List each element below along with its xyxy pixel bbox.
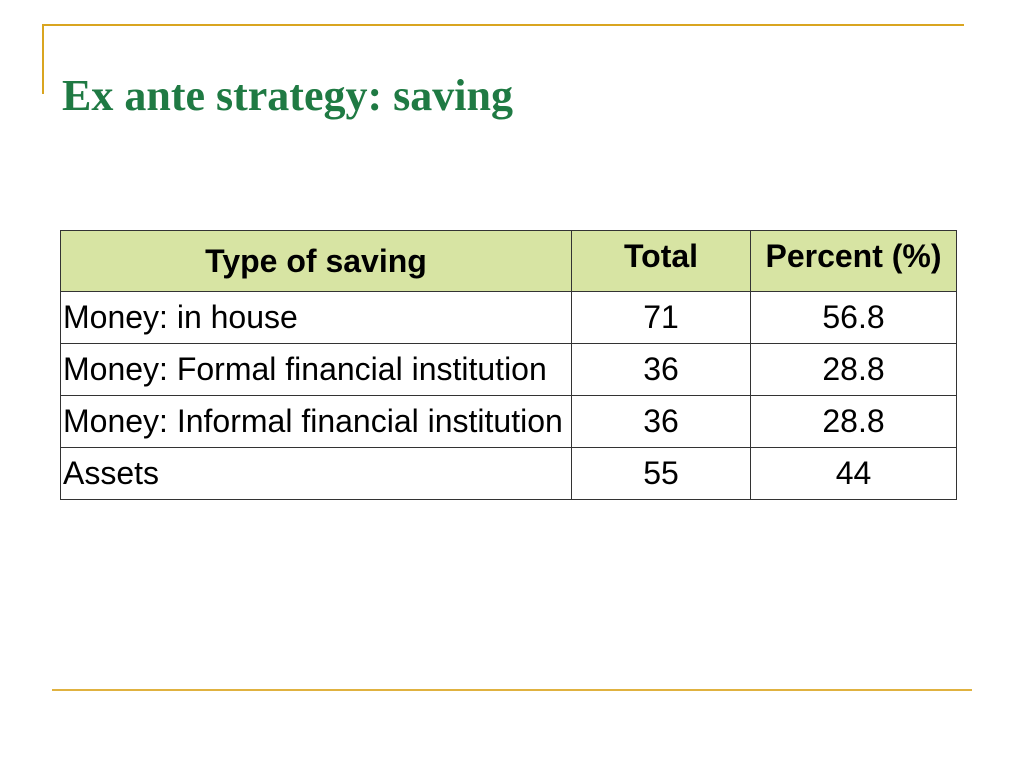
left-rule bbox=[42, 24, 44, 94]
table-row: Money: Formal financial institution 36 2… bbox=[60, 343, 957, 396]
row-total: 71 bbox=[571, 291, 751, 344]
table-row: Money: in house 71 56.8 bbox=[60, 291, 957, 344]
row-percent: 56.8 bbox=[750, 291, 957, 344]
header-total: Total bbox=[571, 230, 751, 292]
table-header-row: Type of saving Total Percent (%) bbox=[60, 230, 957, 292]
row-percent: 28.8 bbox=[750, 395, 957, 448]
table-row: Assets 55 44 bbox=[60, 447, 957, 500]
slide-title: Ex ante strategy: saving bbox=[62, 71, 513, 120]
row-percent: 28.8 bbox=[750, 343, 957, 396]
row-total: 55 bbox=[571, 447, 751, 500]
header-percent: Percent (%) bbox=[750, 230, 957, 292]
row-type: Money: Informal financial institution bbox=[60, 395, 572, 448]
table-row: Money: Informal financial institution 36… bbox=[60, 395, 957, 448]
header-type-of-saving: Type of saving bbox=[60, 230, 572, 292]
row-total: 36 bbox=[571, 343, 751, 396]
row-type: Assets bbox=[60, 447, 572, 500]
bottom-rule bbox=[52, 689, 972, 691]
row-type: Money: Formal financial institution bbox=[60, 343, 572, 396]
row-total: 36 bbox=[571, 395, 751, 448]
row-type: Money: in house bbox=[60, 291, 572, 344]
top-rule bbox=[42, 24, 964, 26]
saving-table: Type of saving Total Percent (%) Money: … bbox=[60, 230, 957, 500]
row-percent: 44 bbox=[750, 447, 957, 500]
